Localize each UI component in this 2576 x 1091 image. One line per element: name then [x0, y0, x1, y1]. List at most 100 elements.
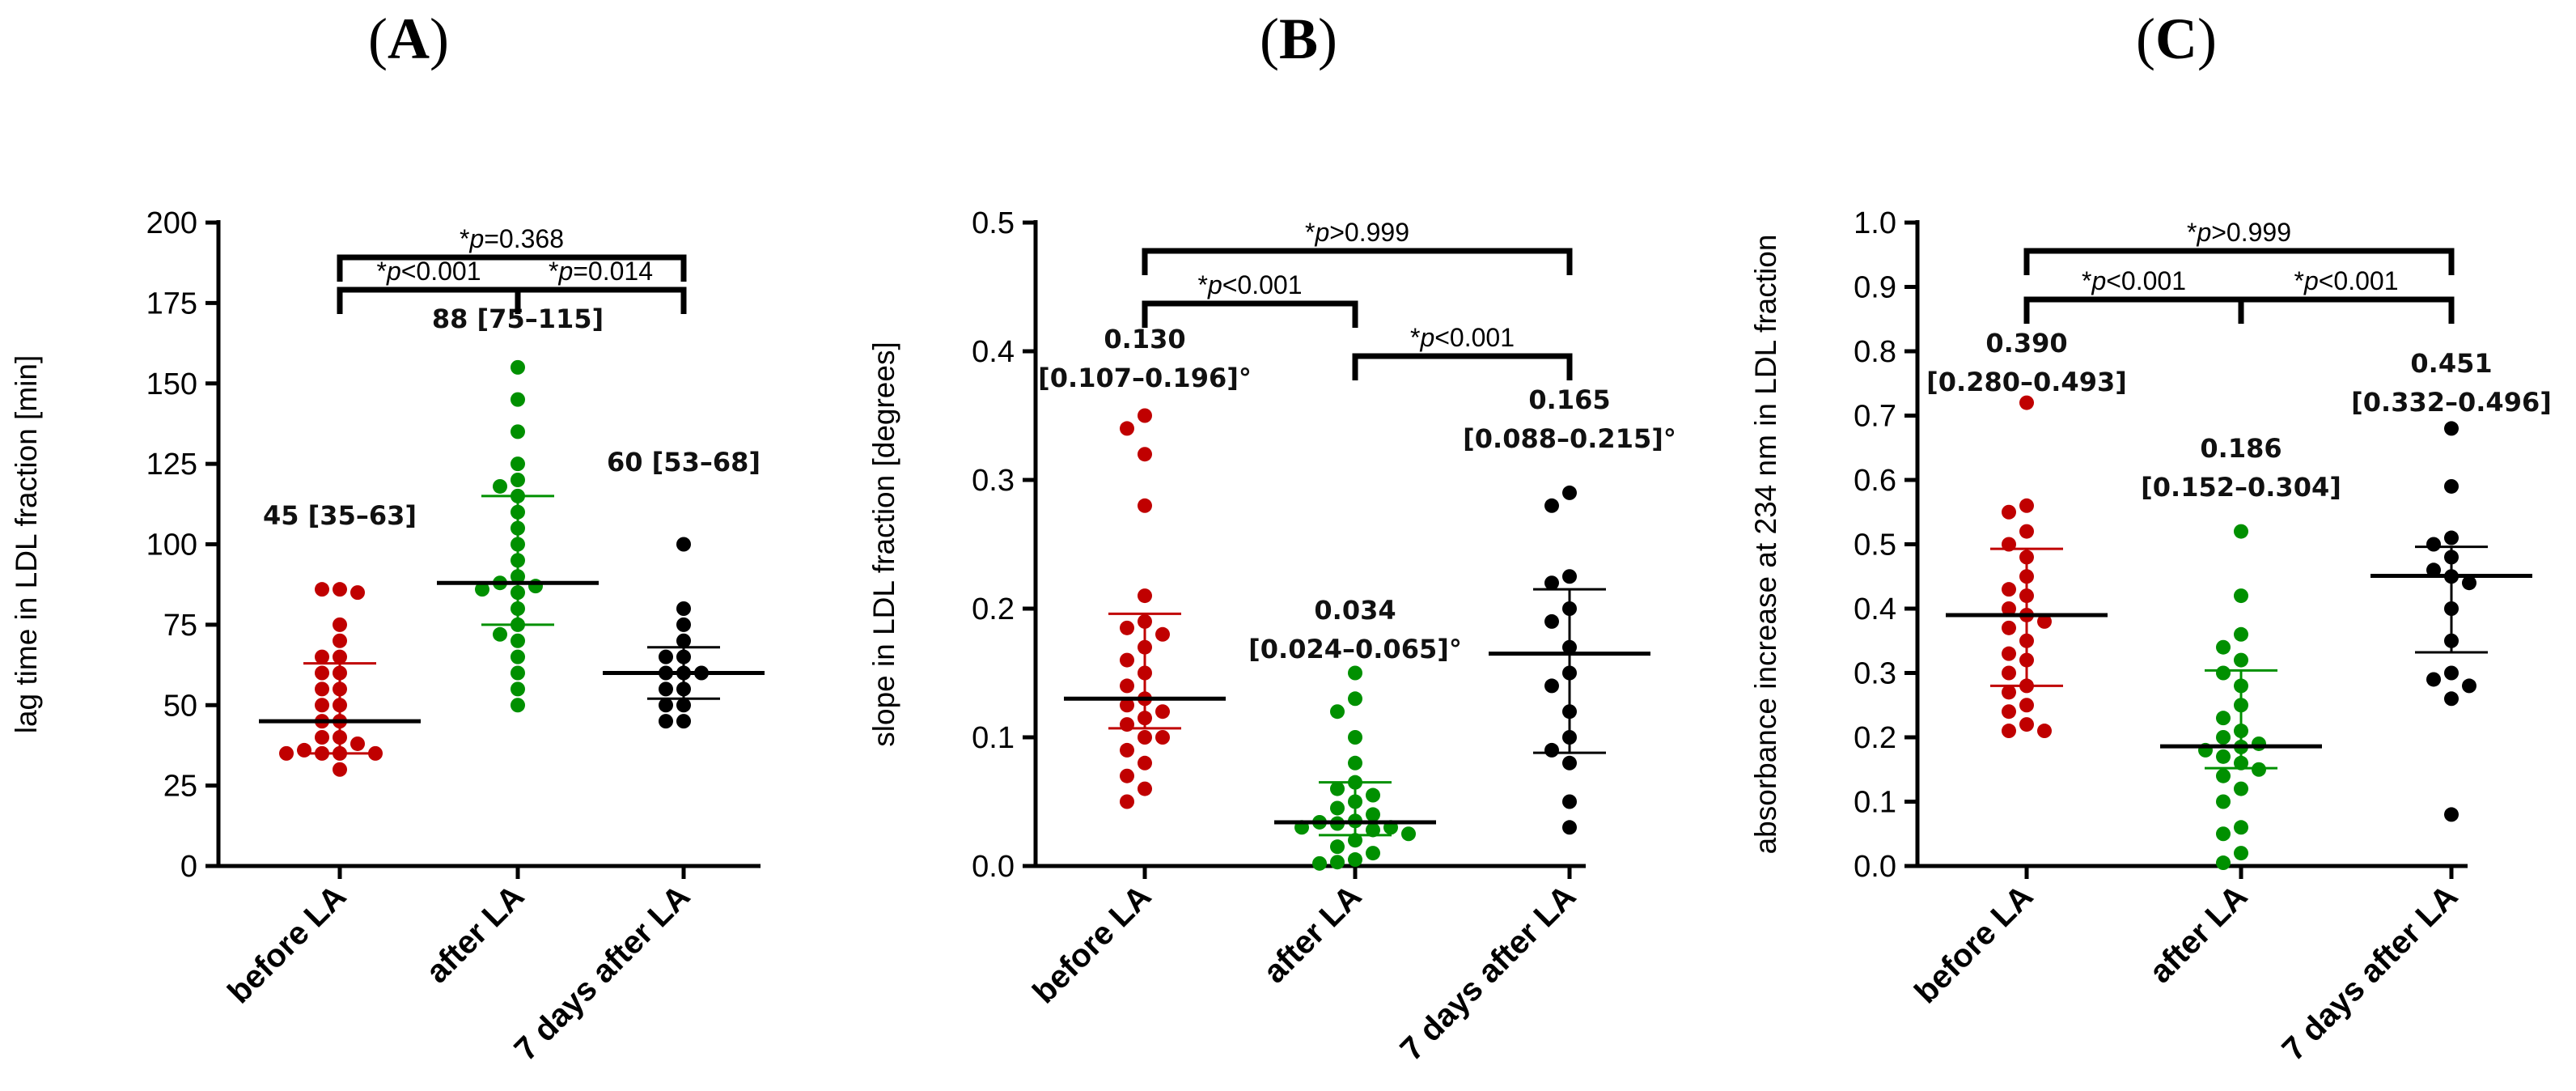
data-point: [1562, 485, 1577, 500]
data-point: [1330, 704, 1345, 720]
data-point: [659, 649, 673, 664]
y-tick-label: 75: [163, 609, 197, 643]
data-point: [2019, 550, 2034, 565]
data-point: [1120, 717, 1134, 732]
data-point: [333, 617, 347, 632]
data-point: [1348, 794, 1362, 809]
data-point: [2234, 626, 2248, 642]
data-point: [1366, 846, 1380, 861]
data-point: [493, 478, 507, 494]
median-label: 60 [53–68]: [607, 447, 761, 478]
data-point: [1120, 678, 1134, 694]
data-point: [333, 649, 347, 664]
data-point: [2426, 672, 2441, 687]
p-value-label: *p<0.001: [2294, 266, 2398, 295]
category-label: 7 days after LA: [507, 878, 697, 1068]
data-point: [2037, 724, 2052, 739]
data-point: [2019, 678, 2034, 694]
data-point: [475, 582, 489, 597]
comparison-bracket: *p<0.001: [1352, 323, 1573, 380]
median-label: [0.088–0.215]°: [1463, 423, 1676, 454]
median-label: 0.130: [1104, 324, 1185, 354]
median-label: 45 [35–63]: [263, 500, 417, 531]
data-point: [2426, 537, 2441, 552]
data-point: [1562, 704, 1577, 720]
y-tick-label: 0.3: [1854, 657, 1896, 691]
data-point: [511, 601, 525, 616]
data-point: [511, 617, 525, 632]
data-point: [315, 698, 329, 713]
data-point: [511, 698, 525, 713]
p-value-label: *p<0.001: [1197, 270, 1302, 299]
data-point: [659, 698, 673, 713]
data-point: [1138, 711, 1152, 726]
data-point: [2234, 678, 2248, 694]
series-1: 0.390 [0.280–0.493]: [1926, 328, 2127, 739]
data-point: [279, 745, 294, 761]
data-point: [676, 681, 691, 697]
data-point: [2234, 652, 2248, 668]
data-point: [511, 537, 525, 552]
data-point: [511, 359, 525, 375]
data-point: [511, 553, 525, 568]
data-point: [1562, 755, 1577, 770]
data-point: [2019, 395, 2034, 410]
data-point: [350, 585, 365, 601]
y-tick-label: 0.5: [972, 206, 1015, 240]
data-point: [2216, 665, 2231, 681]
y-tick-label: 200: [146, 206, 197, 240]
data-point: [315, 649, 329, 664]
data-point: [2019, 498, 2034, 513]
bracket-line: [2023, 248, 2455, 275]
data-point: [2444, 807, 2459, 822]
p-value-label: *p=0.368: [460, 224, 564, 253]
data-point: [1562, 569, 1577, 584]
data-point: [511, 633, 525, 648]
data-point: [2002, 601, 2016, 616]
data-point: [1348, 755, 1362, 770]
data-point: [1562, 730, 1577, 745]
data-point: [1348, 833, 1362, 848]
panel-label-c: (C): [2136, 6, 2217, 71]
category-label: after LA: [2142, 878, 2254, 990]
bracket-line: [1142, 300, 1358, 328]
data-point: [2444, 550, 2459, 565]
data-point: [315, 665, 329, 681]
data-point: [1155, 704, 1170, 720]
y-tick-label: 100: [146, 529, 197, 562]
data-point: [2216, 794, 2231, 809]
median-label: 0.034: [1314, 595, 1396, 626]
y-tick-label: 1.0: [1854, 206, 1896, 240]
data-point: [511, 585, 525, 601]
median-label: [0.280–0.493]: [1926, 367, 2127, 397]
data-point: [333, 762, 347, 777]
comparison-bracket: *p<0.001: [1142, 270, 1358, 328]
data-point: [2019, 717, 2034, 732]
data-point: [2234, 781, 2248, 796]
data-point: [676, 617, 691, 632]
data-point: [333, 698, 347, 713]
y-tick-label: 0.6: [1854, 464, 1896, 498]
data-point: [1348, 665, 1362, 681]
data-point: [676, 601, 691, 616]
y-tick-label: 0.3: [972, 464, 1015, 498]
data-point: [2002, 582, 2016, 597]
data-point: [297, 742, 311, 758]
category-label: before LA: [221, 878, 353, 1010]
data-point: [1366, 822, 1380, 838]
data-point: [333, 633, 347, 648]
data-point: [2462, 678, 2476, 694]
data-point: [2216, 730, 2231, 745]
series-2: 0.034 [0.024–0.065]°: [1248, 595, 1462, 871]
data-point: [333, 582, 347, 597]
panel-label-b: (B): [1260, 6, 1337, 71]
data-point: [333, 730, 347, 745]
data-point: [315, 681, 329, 697]
data-point: [676, 633, 691, 648]
data-point: [1544, 575, 1559, 591]
data-point: [315, 730, 329, 745]
data-point: [2002, 620, 2016, 635]
series-3: 0.451 [0.332–0.496]: [2351, 348, 2552, 822]
category-label: before LA: [1908, 878, 2040, 1010]
